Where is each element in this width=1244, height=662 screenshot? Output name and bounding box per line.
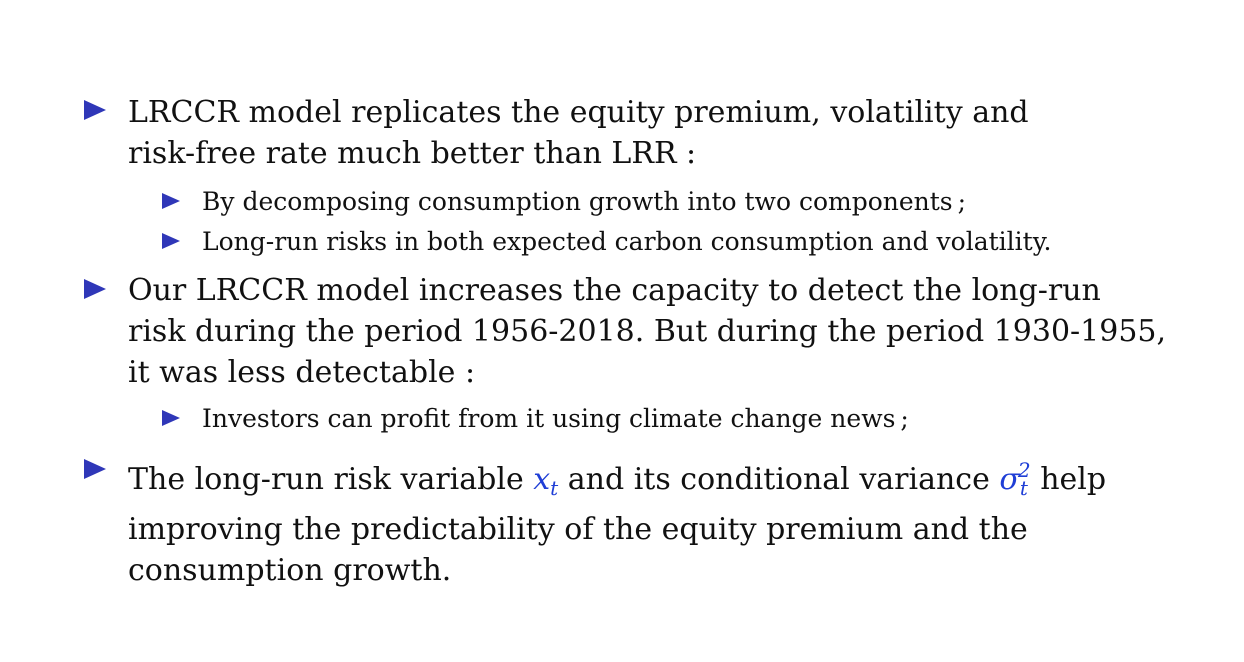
bullet-text: Our LRCCR model increases the capacity t…	[128, 270, 1166, 393]
bullet-text: Long-run risks in both expected carbon c…	[202, 224, 1051, 259]
text-line-with-math: The long-run risk variable xt and its co…	[128, 450, 1106, 509]
text-fragment: help	[1030, 462, 1107, 497]
math-x-t: xt	[533, 462, 559, 500]
text-line: Our LRCCR model increases the capacity t…	[128, 273, 1101, 308]
triangle-bullet-icon	[84, 279, 106, 299]
text-line: Investors can profit from it using clima…	[202, 404, 909, 433]
text-line: risk during the period 1956-2018. But du…	[128, 314, 1167, 349]
bullet-text: LRCCR model replicates the equity premiu…	[128, 92, 1029, 174]
math-symbol: σ	[999, 462, 1020, 497]
bullet-text: Investors can profit from it using clima…	[202, 401, 909, 436]
text-line: LRCCR model replicates the equity premiu…	[128, 95, 1029, 130]
bullet-text: The long-run risk variable xt and its co…	[128, 450, 1106, 591]
math-symbol: x	[533, 462, 551, 497]
text-line: it was less detectable :	[128, 355, 476, 390]
text-line: risk-free rate much better than LRR :	[128, 136, 697, 171]
math-subscript: t	[1019, 476, 1028, 500]
text-fragment: and its conditional variance	[558, 462, 1000, 497]
triangle-bullet-icon	[84, 459, 106, 479]
text-line: Long-run risks in both expected carbon c…	[202, 227, 1052, 256]
text-line: consumption growth.	[128, 553, 452, 588]
triangle-bullet-icon	[162, 233, 180, 249]
bullet-text: By decomposing consumption growth into t…	[202, 184, 966, 219]
triangle-bullet-icon	[84, 100, 106, 120]
math-sigma-t-squared: σt2	[999, 458, 1030, 500]
triangle-bullet-icon	[162, 410, 180, 426]
math-subscript: t	[550, 476, 559, 500]
math-superscript: 2	[1017, 458, 1031, 482]
text-line: improving the predictability of the equi…	[128, 512, 1028, 547]
triangle-bullet-icon	[162, 193, 180, 209]
text-line: By decomposing consumption growth into t…	[202, 187, 967, 216]
text-fragment: The long-run risk variable	[128, 462, 534, 497]
